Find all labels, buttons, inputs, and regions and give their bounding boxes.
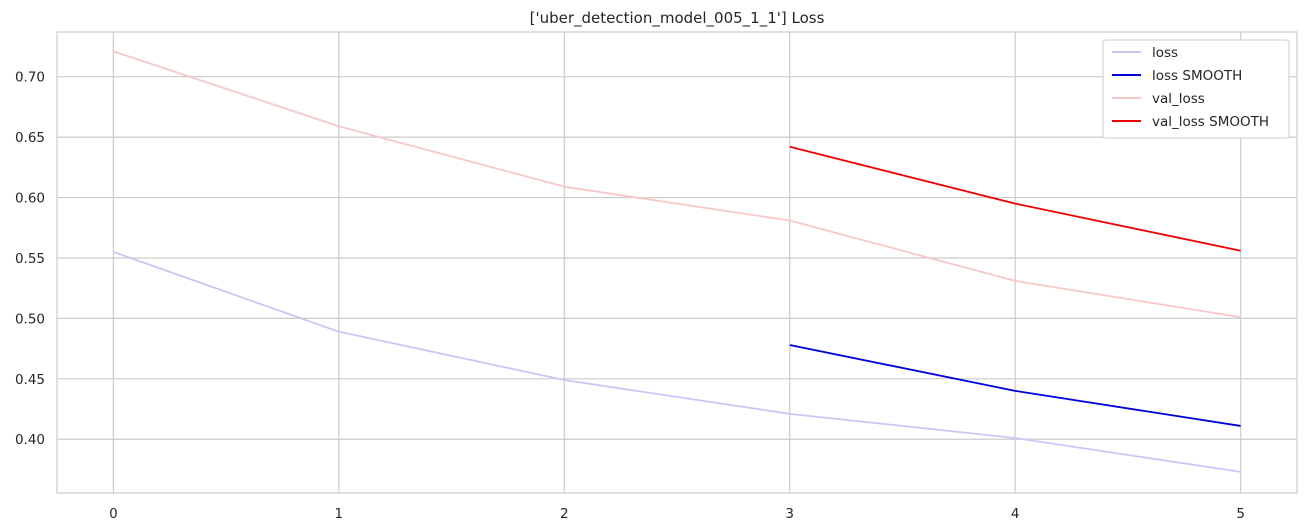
series-line-val-loss <box>113 50 1241 319</box>
series-line-loss-smooth <box>789 344 1241 427</box>
series-line-val-loss-smooth <box>789 145 1241 252</box>
legend-box <box>1102 39 1290 139</box>
y-tick-label: 0.65 <box>15 130 45 146</box>
series-line-loss <box>113 251 1241 473</box>
x-tick-label: 2 <box>560 506 569 522</box>
x-tick-label: 1 <box>335 506 344 522</box>
y-tick-label: 0.60 <box>15 191 45 207</box>
x-tick-label: 5 <box>1236 506 1245 522</box>
y-tick-label: 0.50 <box>15 311 45 327</box>
y-tick-label: 0.70 <box>15 70 45 86</box>
legend-label: val_loss SMOOTH <box>1152 114 1269 130</box>
series-layer <box>113 50 1241 473</box>
x-axis-ticks: 0 1 2 3 4 5 <box>109 506 1245 522</box>
y-tick-label: 0.45 <box>15 372 45 388</box>
y-axis-ticks: 0.40 0.45 0.50 0.55 0.60 0.65 0.70 <box>15 70 45 449</box>
y-tick-label: 0.40 <box>15 432 45 448</box>
x-tick-label: 4 <box>1011 506 1020 522</box>
legend: loss loss SMOOTH val_loss val_loss SMOOTH <box>1102 39 1290 139</box>
legend-label: loss <box>1152 45 1178 61</box>
chart-title: ['uber_detection_model_005_1_1'] Loss <box>530 9 825 28</box>
x-tick-label: 3 <box>785 506 794 522</box>
y-tick-label: 0.55 <box>15 251 45 267</box>
x-tick-label: 0 <box>109 506 118 522</box>
legend-label: loss SMOOTH <box>1152 68 1242 84</box>
legend-label: val_loss <box>1152 91 1205 107</box>
plot-frame <box>56 31 1298 494</box>
